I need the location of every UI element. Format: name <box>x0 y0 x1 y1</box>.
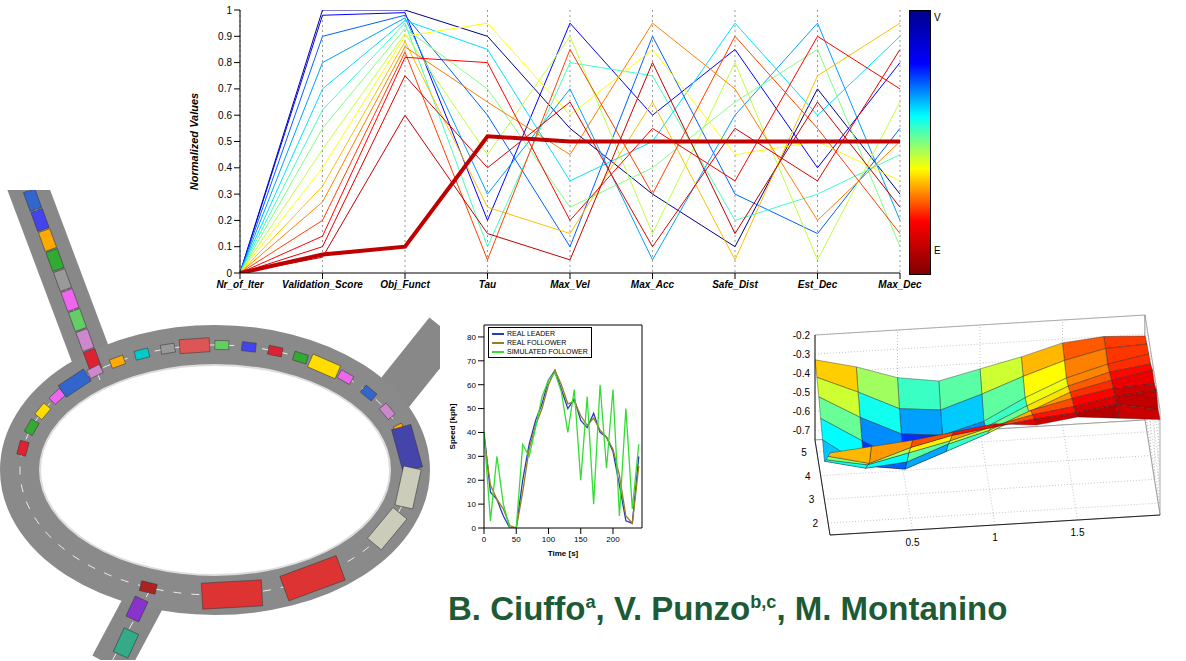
svg-text:Obj_Funct: Obj_Funct <box>380 279 430 290</box>
svg-text:Safe_Dist: Safe_Dist <box>712 279 758 290</box>
svg-text:0: 0 <box>472 524 477 533</box>
svg-text:Max_Vel: Max_Vel <box>550 279 590 290</box>
svg-text:10: 10 <box>467 500 476 509</box>
svg-text:4: 4 <box>805 471 811 482</box>
svg-text:50: 50 <box>512 535 521 544</box>
html-text:E: E <box>934 245 941 256</box>
svg-text:100: 100 <box>542 535 556 544</box>
html-text:V: V <box>934 12 941 23</box>
svg-text:-0.4: -0.4 <box>793 368 811 379</box>
svg-text:3: 3 <box>809 494 815 505</box>
html-text:SIMULATED FOLLOWER: SIMULATED FOLLOWER <box>507 348 588 355</box>
svg-text:-0.7: -0.7 <box>793 425 811 436</box>
svg-text:0.8: 0.8 <box>218 57 232 68</box>
svg-text:-0.6: -0.6 <box>793 406 811 417</box>
svg-text:-0.5: -0.5 <box>793 387 811 398</box>
svg-text:0.9: 0.9 <box>218 31 232 42</box>
svg-text:0.5: 0.5 <box>906 537 920 548</box>
svg-text:20: 20 <box>467 476 476 485</box>
svg-text:5: 5 <box>801 447 807 458</box>
svg-text:0.4: 0.4 <box>218 162 232 173</box>
svg-text:1.5: 1.5 <box>1071 527 1085 538</box>
svg-text:80: 80 <box>467 333 476 342</box>
html-text:REAL LEADER: REAL LEADER <box>507 330 555 337</box>
svg-text:Nr_of_Iter: Nr_of_Iter <box>216 279 264 290</box>
svg-text:0.6: 0.6 <box>218 110 232 121</box>
svg-text:0.3: 0.3 <box>218 189 232 200</box>
svg-text:-0.2: -0.2 <box>793 330 811 341</box>
svg-text:1: 1 <box>992 532 998 543</box>
html-text:B. Ciuffoa, V. Punzob,c, M. Mo: B. Ciuffoa, V. Punzob,c, M. Montanino <box>448 590 1008 627</box>
svg-text:150: 150 <box>574 535 588 544</box>
svg-text:30: 30 <box>467 452 476 461</box>
svg-text:Tau: Tau <box>479 279 496 290</box>
svg-text:-0.3: -0.3 <box>793 349 811 360</box>
svg-text:Est_Dec: Est_Dec <box>798 279 838 290</box>
svg-text:2: 2 <box>813 518 819 529</box>
svg-text:0.7: 0.7 <box>218 83 232 94</box>
svg-text:Max_Acc: Max_Acc <box>631 279 675 290</box>
svg-text:Max_Dec: Max_Dec <box>878 279 922 290</box>
svg-text:0: 0 <box>482 535 487 544</box>
svg-text:40: 40 <box>467 428 476 437</box>
svg-text:0.2: 0.2 <box>218 215 232 226</box>
svg-text:0.5: 0.5 <box>218 136 232 147</box>
svg-text:Normalized Values: Normalized Values <box>188 93 200 190</box>
html-text:REAL FOLLOWER: REAL FOLLOWER <box>507 339 567 346</box>
svg-text:200: 200 <box>606 535 620 544</box>
svg-text:70: 70 <box>467 357 476 366</box>
svg-text:0.1: 0.1 <box>218 241 232 252</box>
svg-text:0: 0 <box>226 268 232 279</box>
svg-text:1: 1 <box>226 5 232 16</box>
svg-text:60: 60 <box>467 381 476 390</box>
svg-text:Time [s]: Time [s] <box>548 549 579 558</box>
svg-text:Speed [kph]: Speed [kph] <box>448 403 457 449</box>
svg-text:50: 50 <box>467 404 476 413</box>
svg-text:Validation_Score: Validation_Score <box>282 279 363 290</box>
